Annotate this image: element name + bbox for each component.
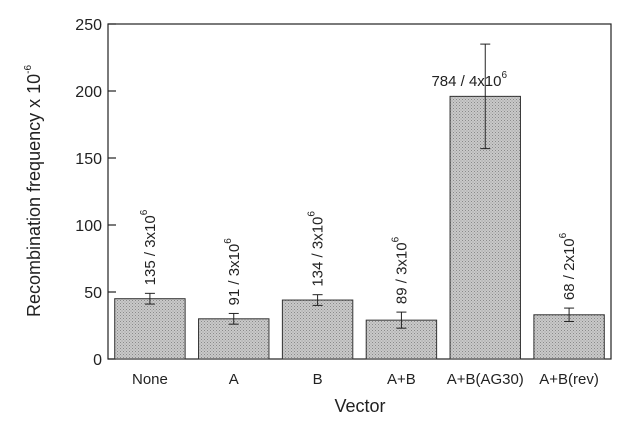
- y-tick-label: 0: [93, 352, 102, 369]
- bar-label: 135 / 3x106: [139, 209, 159, 285]
- y-tick-label: 150: [75, 151, 102, 168]
- y-axis: 0 50 100 150 200 250: [75, 17, 116, 369]
- bar-label-exponent: 6: [558, 232, 569, 238]
- bar: [533, 314, 605, 360]
- bar-label-exponent: 6: [139, 209, 150, 215]
- y-axis-title: Recombination frequency x 10-6: [23, 65, 44, 317]
- y-tick-label: 50: [84, 285, 102, 302]
- x-tick-label: A: [229, 371, 239, 388]
- y-tick-label: 100: [75, 218, 102, 235]
- bar-label-text: 784 / 4x10: [431, 73, 501, 90]
- y-tick-label: 250: [75, 17, 102, 34]
- x-axis-title: Vector: [334, 396, 385, 416]
- bar-label-text: 135 / 3x10: [142, 215, 159, 285]
- x-tick-label: None: [132, 371, 168, 388]
- y-axis-title-exponent: -6: [23, 65, 34, 74]
- x-tick-label: A+B(AG30): [447, 371, 524, 388]
- bar-label: 68 / 2x106: [558, 232, 578, 300]
- bar: [281, 299, 354, 360]
- bar-label-text: 89 / 3x10: [393, 242, 410, 304]
- x-axis: None A B A+B A+B(AG30) A+B(rev): [132, 371, 599, 388]
- bar-label: 784 / 4x106: [431, 70, 507, 90]
- bar-label: 89 / 3x106: [390, 236, 410, 304]
- x-tick-label: A+B(rev): [539, 371, 599, 388]
- bar: [198, 318, 270, 360]
- bar-label-exponent: 6: [223, 238, 234, 244]
- bar-label-exponent: 6: [390, 236, 401, 242]
- bar: [114, 298, 186, 360]
- bar-label-text: 68 / 2x10: [561, 238, 578, 300]
- bar-label-text: 91 / 3x10: [226, 244, 243, 306]
- bar-label: 134 / 3x106: [307, 211, 327, 287]
- x-tick-label: B: [313, 371, 323, 388]
- bar-label-text: 134 / 3x10: [310, 217, 327, 287]
- bar-label-exponent: 6: [502, 70, 508, 81]
- bar-label-exponent: 6: [307, 211, 318, 217]
- bar-label: 91 / 3x106: [223, 238, 243, 306]
- plot-frame: [107, 23, 612, 360]
- y-tick-label: 200: [75, 84, 102, 101]
- y-axis-title-text: Recombination frequency x 10: [24, 74, 44, 317]
- x-tick-label: A+B: [387, 371, 416, 388]
